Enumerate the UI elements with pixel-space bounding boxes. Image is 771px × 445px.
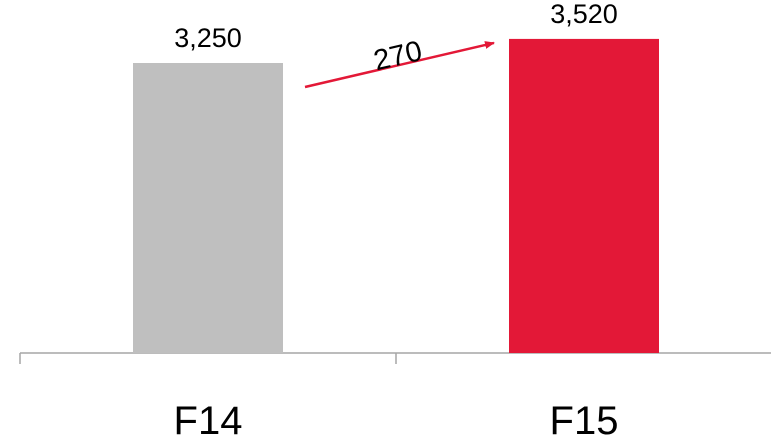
delta-arrow — [304, 41, 495, 89]
x-tick-label-f14: F14 — [174, 399, 243, 443]
data-label-f15: 3,520 — [550, 0, 618, 29]
bar-f14 — [133, 63, 283, 353]
data-label-f14: 3,250 — [174, 23, 242, 53]
delta-label: 270 — [371, 35, 425, 77]
bar-f15 — [509, 38, 659, 354]
x-tick-label-f15: F15 — [550, 399, 619, 443]
